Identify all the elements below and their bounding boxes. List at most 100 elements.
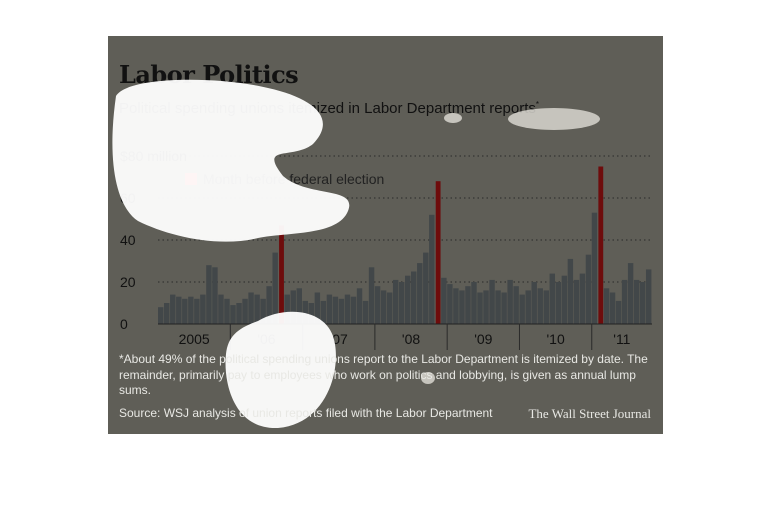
bar [459, 290, 465, 324]
bar [368, 267, 375, 324]
y-tick-label: 40 [120, 232, 136, 248]
bar [621, 279, 628, 324]
bar [320, 300, 327, 324]
bar-chart: 0204060$80 million2005'06'07'08'09'10'11… [112, 79, 652, 429]
bar [158, 307, 164, 324]
bar [495, 290, 501, 324]
bar [206, 265, 212, 324]
x-tick-label: '08 [402, 331, 420, 347]
bar [549, 273, 556, 324]
bar [302, 300, 309, 324]
bar [356, 288, 363, 324]
bar [332, 296, 339, 324]
bar [561, 275, 568, 324]
bar [380, 290, 387, 324]
bar [188, 296, 194, 324]
bar [579, 273, 586, 324]
bar [224, 298, 230, 324]
bar [236, 303, 242, 324]
bar [489, 279, 495, 324]
bar [627, 263, 634, 324]
bar [326, 294, 333, 324]
bar [170, 294, 176, 324]
bar [507, 279, 513, 324]
bar [645, 269, 652, 324]
bar [471, 282, 477, 324]
bar [362, 300, 369, 324]
bar [284, 294, 290, 324]
bar [609, 292, 616, 324]
footnote-marker: * [535, 100, 540, 109]
bar [392, 279, 399, 324]
glare-blob [421, 372, 435, 384]
bar [639, 282, 646, 324]
bar [398, 282, 405, 324]
bar [290, 290, 296, 324]
election-bar [598, 166, 604, 324]
bar [441, 277, 447, 324]
bar [182, 298, 188, 324]
glare-blob [225, 311, 336, 429]
bar [477, 292, 483, 324]
bar [423, 252, 429, 324]
bar [465, 286, 471, 324]
x-tick-label: '10 [546, 331, 564, 347]
bar [350, 296, 357, 324]
chart-panel: Labor Politics Political spending unions… [108, 36, 663, 434]
y-tick-label: 20 [120, 274, 136, 290]
bar [164, 303, 170, 324]
y-tick-label: 0 [120, 316, 128, 332]
bar [429, 214, 435, 324]
glare-blob [444, 113, 462, 123]
bar [447, 284, 453, 324]
bar [417, 263, 423, 324]
bar [272, 252, 278, 324]
source-note: Source: WSJ analysis of union reports fi… [119, 406, 493, 420]
bar [248, 292, 254, 324]
election-bar [435, 181, 441, 324]
bar [296, 288, 302, 324]
footnote: *About 49% of the political spending uni… [119, 352, 648, 397]
election-bar [279, 225, 284, 324]
bar [266, 286, 272, 324]
bar [411, 271, 417, 324]
bar [537, 288, 543, 324]
bar [308, 303, 315, 324]
bar [633, 279, 640, 324]
bar [405, 275, 411, 324]
publisher-credit: The Wall Street Journal [528, 406, 651, 421]
glare-blob [508, 108, 600, 130]
bar [200, 294, 206, 324]
bar [230, 305, 236, 324]
bar [338, 298, 345, 324]
bar [615, 300, 622, 324]
x-tick-label: '09 [474, 331, 492, 347]
bar [218, 294, 224, 324]
bar [519, 294, 525, 324]
bar [483, 290, 489, 324]
bar [585, 254, 592, 324]
bar [591, 212, 598, 324]
bar [242, 298, 248, 324]
bar [555, 282, 562, 324]
bar [513, 286, 519, 324]
bar [212, 267, 218, 324]
bar [194, 298, 200, 324]
bar [531, 282, 537, 324]
bar [501, 292, 507, 324]
bar [344, 294, 351, 324]
bar [567, 258, 574, 324]
x-tick-label: 2005 [179, 331, 210, 347]
x-tick-label: '11 [613, 331, 630, 347]
bar [453, 288, 459, 324]
bar [525, 290, 531, 324]
bar [254, 294, 260, 324]
bar [543, 290, 549, 324]
bar [260, 298, 266, 324]
glare-blob [112, 79, 350, 242]
glare-overlay [112, 79, 600, 429]
bar [573, 279, 580, 324]
bar [386, 292, 393, 324]
bar [314, 292, 321, 324]
bar [374, 286, 381, 324]
